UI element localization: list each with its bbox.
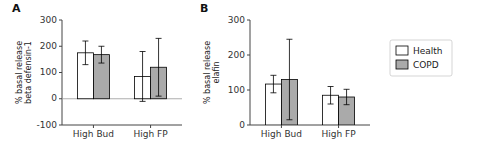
y-axis-label-line: beta defensin-1 <box>24 41 33 104</box>
error-cap <box>270 75 276 76</box>
y-tick-label: 300 <box>228 15 245 25</box>
error-cap <box>98 63 104 64</box>
error-cap <box>156 96 162 97</box>
error-cap <box>140 51 146 52</box>
error-cap <box>328 86 334 87</box>
error-bar <box>286 39 292 120</box>
legend-swatch <box>396 46 408 55</box>
error-cap <box>156 38 162 39</box>
y-axis-line <box>250 20 251 125</box>
error-cap <box>286 119 292 120</box>
y-tick-label: 100 <box>228 85 245 95</box>
error-cap <box>140 101 146 102</box>
y-tick-label: 200 <box>228 50 245 60</box>
x-tick <box>338 125 339 128</box>
x-tick-label: High FP <box>133 129 168 139</box>
marks <box>77 38 166 101</box>
error-cap <box>328 104 334 105</box>
y-tick-label: 100 <box>40 67 57 77</box>
error-line <box>142 52 143 102</box>
error-line <box>346 89 347 104</box>
error-line <box>330 87 331 105</box>
x-tick <box>150 125 151 128</box>
y-axis-label: % basal releaseelafin <box>203 41 221 104</box>
error-cap <box>98 46 104 47</box>
legend-frame <box>390 40 452 76</box>
error-cap <box>286 39 292 40</box>
error-cap <box>82 41 88 42</box>
y-axis-label-line: % basal release <box>15 41 24 104</box>
y-tick-label: 0 <box>51 93 57 103</box>
error-cap <box>344 89 350 90</box>
x-tick-label: High Bud <box>261 129 302 139</box>
error-bar <box>98 46 104 63</box>
legend: Health COPD <box>390 40 452 76</box>
panel: -100 0 100 200 300 High Bud High FP % basal rel… <box>12 2 182 139</box>
legend-swatch <box>396 60 408 69</box>
x-tick-label: High FP <box>321 129 356 139</box>
y-tick-label: 200 <box>40 41 57 51</box>
error-bar <box>270 75 276 93</box>
y-tick-label: -100 <box>37 120 58 130</box>
error-line <box>85 41 86 65</box>
marks <box>265 39 354 125</box>
y-tick-label: 0 <box>239 120 245 130</box>
error-bar <box>82 41 88 65</box>
error-line <box>289 39 290 120</box>
error-bar <box>156 38 162 96</box>
legend-label: COPD <box>413 60 439 70</box>
error-cap <box>82 64 88 65</box>
y-axis-label-line: % basal release <box>203 41 212 104</box>
error-bar <box>328 87 334 105</box>
error-line <box>273 75 274 93</box>
panel-title: B <box>200 2 208 15</box>
error-line <box>158 38 159 96</box>
chart-root: -100 0 100 200 300 High Bud High FP % basal rel… <box>0 0 500 150</box>
error-cap <box>270 92 276 93</box>
x-tick-label: High Bud <box>73 129 114 139</box>
error-bar <box>140 52 146 102</box>
error-bar <box>344 89 350 104</box>
error-line <box>101 46 102 63</box>
x-tick <box>93 125 94 128</box>
y-axis-label-line: elafin <box>212 61 221 83</box>
y-axis-label: % basal releasebeta defensin-1 <box>15 41 33 104</box>
x-axis-line <box>62 125 182 126</box>
x-tick <box>281 125 282 128</box>
panel-title: A <box>12 2 21 15</box>
y-tick-label: 300 <box>40 15 57 25</box>
error-cap <box>344 104 350 105</box>
panel: 0 100 200 300 High Bud High FP % basal release… <box>200 2 370 139</box>
legend-label: Health <box>413 46 443 56</box>
y-axis-line <box>62 20 63 125</box>
